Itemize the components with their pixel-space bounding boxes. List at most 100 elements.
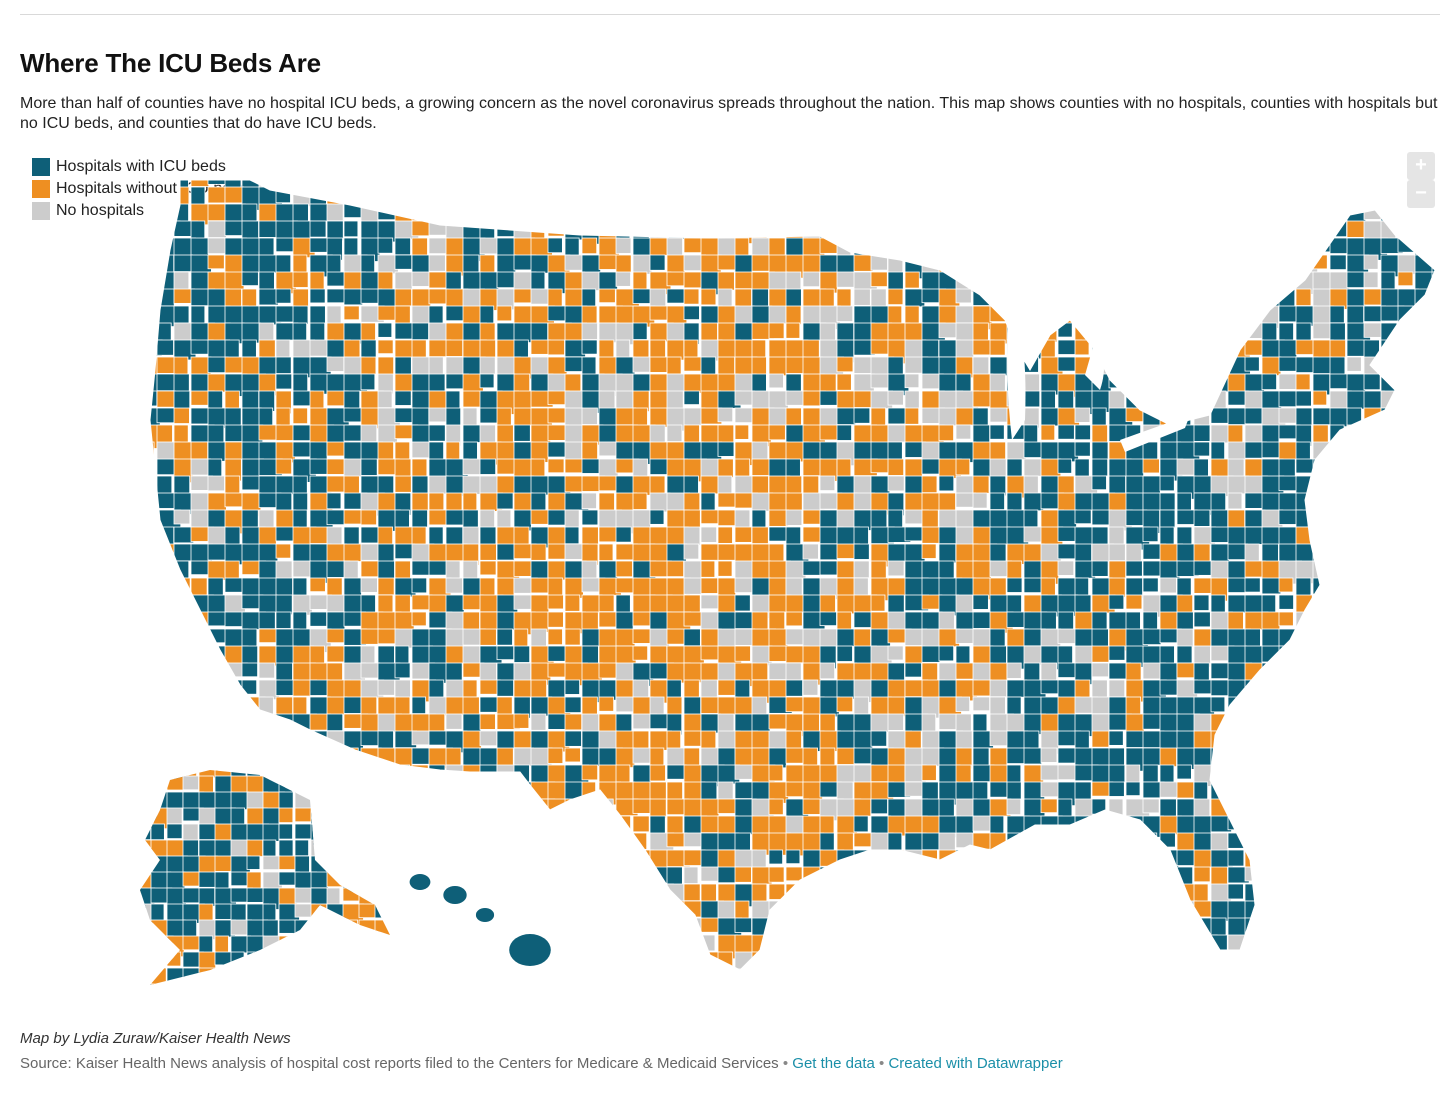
us-county-1334[interactable] [275, 458, 293, 475]
ak-county-131[interactable] [326, 871, 349, 888]
ak-county-51[interactable] [135, 807, 158, 823]
us-county-2495[interactable] [1449, 697, 1450, 711]
us-county-2450[interactable] [683, 696, 702, 717]
us-county-2661[interactable] [292, 747, 314, 767]
us-county-2568[interactable] [1363, 713, 1385, 731]
ak-county-220[interactable] [391, 952, 410, 968]
ak-county-7[interactable] [246, 760, 261, 777]
us-county-2767[interactable] [768, 764, 784, 782]
zoom-in-button[interactable]: + [1407, 152, 1435, 180]
us-county-134[interactable] [1091, 186, 1114, 202]
us-county-3153[interactable] [700, 849, 721, 870]
us-county-216[interactable] [1159, 203, 1180, 223]
us-county-1169[interactable] [1449, 408, 1450, 429]
us-county-3458[interactable] [581, 917, 600, 938]
us-county-1307[interactable] [1142, 441, 1159, 462]
us-county-468[interactable] [140, 271, 162, 292]
ak-county-72[interactable] [198, 823, 218, 841]
us-county-2240[interactable] [1091, 645, 1110, 663]
ak-county-197[interactable] [294, 935, 311, 958]
us-county-336[interactable] [547, 237, 563, 254]
us-county-1162[interactable] [1329, 407, 1349, 428]
us-county-1279[interactable] [666, 441, 686, 462]
us-county-3519[interactable] [292, 934, 315, 955]
us-county-2136[interactable] [649, 628, 670, 649]
us-county-2896[interactable] [309, 798, 330, 818]
us-county-462[interactable] [1363, 254, 1379, 270]
us-county-902[interactable] [887, 356, 904, 376]
us-county-999[interactable] [1210, 373, 1229, 393]
us-county-2641[interactable] [1278, 730, 1300, 749]
us-county-3333[interactable] [1108, 883, 1125, 907]
us-county-3335[interactable] [1142, 883, 1163, 907]
ak-county-200[interactable] [342, 935, 364, 953]
us-county-1205[interactable] [734, 424, 750, 440]
us-county-2796[interactable] [1261, 764, 1280, 785]
us-county-3326[interactable] [989, 883, 1008, 899]
us-county-439[interactable] [972, 254, 988, 276]
us-county-1722[interactable] [241, 543, 262, 562]
us-county-2213[interactable] [632, 645, 649, 661]
us-county-728[interactable] [581, 322, 598, 340]
us-county-2302[interactable] [819, 662, 836, 680]
us-county-2953[interactable] [1278, 798, 1297, 823]
us-county-58[interactable] [1125, 170, 1149, 194]
us-county-695[interactable] [1346, 305, 1365, 325]
us-county-3607[interactable] [462, 951, 485, 971]
us-county-3012[interactable] [955, 815, 974, 835]
us-county-3060[interactable] [445, 832, 470, 856]
us-county-2155[interactable] [972, 628, 993, 647]
us-county-2228[interactable] [887, 645, 904, 661]
us-county-3495[interactable] [1210, 917, 1227, 937]
us-county-1788[interactable] [1363, 543, 1385, 568]
ak-county-213[interactable] [278, 951, 300, 971]
us-county-2446[interactable] [615, 696, 635, 713]
us-county-1347[interactable] [496, 458, 516, 475]
us-county-2088[interactable] [1159, 611, 1178, 631]
us-county-3660[interactable] [1363, 951, 1383, 975]
us-county-2649[interactable] [1414, 730, 1435, 753]
us-county-177[interactable] [496, 203, 513, 222]
us-county-2035[interactable] [258, 611, 276, 630]
us-county-1687[interactable] [972, 526, 992, 546]
us-county-1937[interactable] [1244, 577, 1261, 593]
us-county-765[interactable] [1210, 322, 1231, 344]
us-county-1731[interactable] [394, 543, 415, 560]
ak-county-225[interactable] [198, 967, 216, 989]
ak-county-71[interactable] [182, 823, 199, 841]
us-county-3398[interactable] [887, 900, 906, 918]
us-county-3302[interactable] [581, 883, 597, 904]
us-county-98[interactable] [479, 186, 502, 211]
us-county-965[interactable] [632, 373, 651, 393]
us-county-257[interactable] [530, 220, 546, 240]
us-county-407[interactable] [428, 254, 446, 272]
us-county-1990[interactable] [819, 594, 836, 614]
us-county-3520[interactable] [309, 934, 328, 950]
us-county-175[interactable] [462, 203, 486, 229]
us-county-108[interactable] [649, 186, 665, 206]
us-county-3101[interactable] [1142, 832, 1158, 852]
ak-county-228[interactable] [246, 967, 263, 985]
us-county-2573[interactable] [1449, 714, 1450, 738]
us-county-1567[interactable] [258, 509, 275, 528]
us-county-1633[interactable] [1380, 509, 1397, 535]
ak-county-171[interactable] [150, 919, 168, 940]
us-county-497[interactable] [632, 271, 648, 290]
us-county-278[interactable] [887, 220, 910, 242]
us-county-3613[interactable] [564, 951, 584, 975]
us-county-843[interactable] [1210, 339, 1231, 358]
us-county-2106[interactable] [140, 628, 158, 644]
us-county-2354[interactable] [377, 679, 395, 696]
us-county-2524[interactable] [615, 713, 633, 732]
us-county-1192[interactable] [513, 424, 531, 442]
us-county-2514[interactable] [445, 713, 463, 730]
us-county-296[interactable] [1193, 220, 1210, 241]
us-county-3622[interactable] [717, 951, 734, 976]
us-county-3469[interactable] [768, 917, 784, 943]
us-county-1828[interactable] [717, 560, 733, 577]
us-county-1453[interactable] [972, 475, 990, 494]
us-county-3632[interactable] [887, 951, 910, 967]
us-county-1873[interactable] [156, 577, 179, 594]
us-county-2898[interactable] [343, 798, 359, 822]
us-county-3459[interactable] [598, 917, 621, 942]
